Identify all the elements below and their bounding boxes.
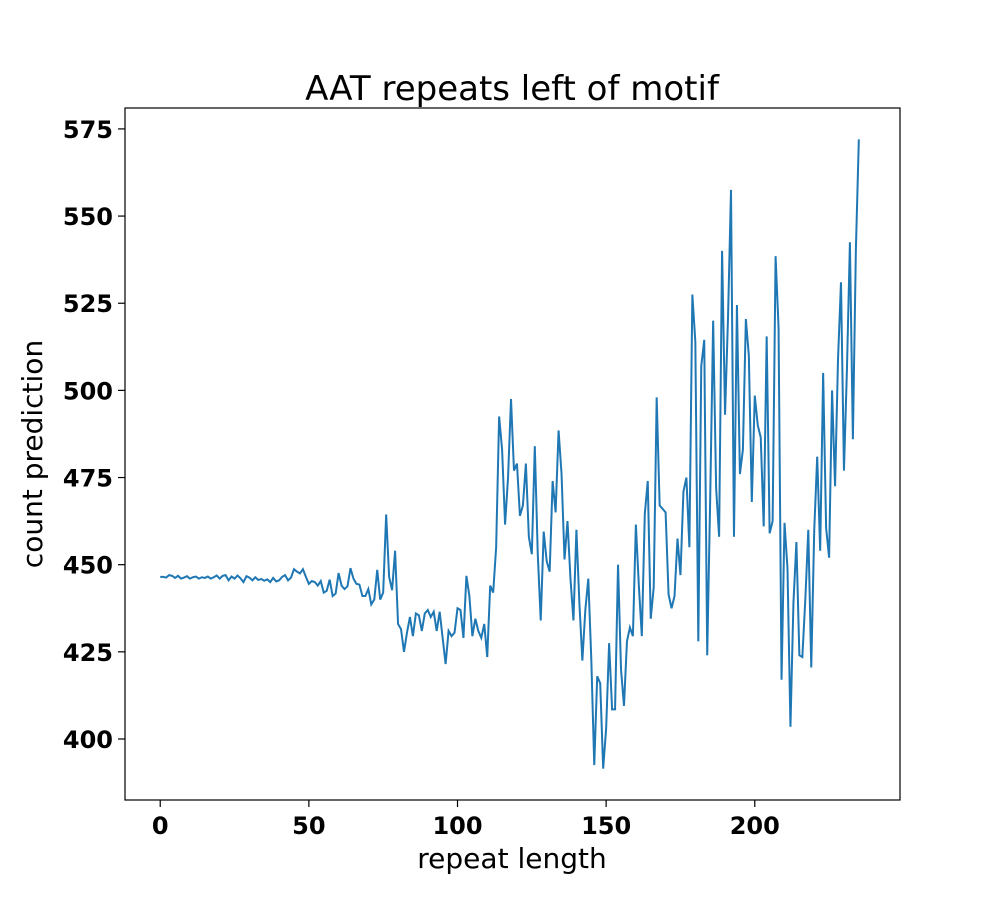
y-tick-label: 550 [63, 203, 113, 231]
y-tick-label: 575 [63, 116, 113, 144]
y-tick-label: 525 [63, 290, 113, 318]
data-line [160, 139, 860, 769]
y-axis-label: count prediction [16, 340, 49, 568]
y-tick-label: 400 [63, 726, 113, 754]
plot-frame [124, 107, 901, 801]
y-tick-label: 450 [63, 552, 113, 580]
y-tick-label: 475 [63, 465, 113, 493]
x-axis-label: repeat length [417, 842, 606, 875]
chart-title: AAT repeats left of motif [305, 69, 720, 109]
y-tick-label: 500 [63, 377, 113, 405]
x-tick-label: 0 [152, 812, 169, 840]
x-tick-label: 150 [581, 812, 631, 840]
x-tick-label: 200 [730, 812, 780, 840]
y-tick-label: 425 [63, 639, 113, 667]
x-tick-label: 50 [292, 812, 325, 840]
x-tick-label: 100 [432, 812, 482, 840]
